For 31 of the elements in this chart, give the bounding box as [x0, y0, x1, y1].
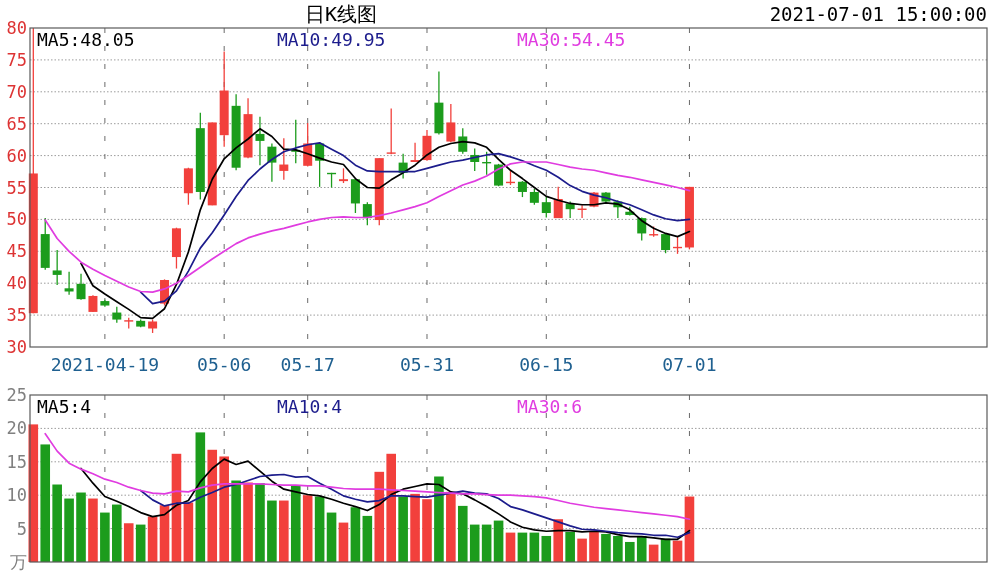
y-tick-label: 40	[6, 273, 27, 294]
legend-label: MA10:49.95	[277, 28, 386, 50]
x-tick-label: 2021-04-19	[50, 353, 160, 375]
y-tick-label: 50	[6, 209, 27, 230]
y-tick-label: 30	[6, 337, 27, 357]
y-tick-label: 80	[6, 18, 27, 38]
y-tick-label: 10	[6, 485, 27, 506]
y-tick-label: 55	[6, 177, 27, 198]
y-tick-label: 65	[6, 113, 27, 134]
annotation: 2021-07-01 15:00:00	[769, 3, 987, 25]
title: 日K线图	[305, 2, 378, 26]
x-tick-label: 06-15	[519, 353, 574, 375]
x-tick-label: 07-01	[662, 353, 717, 375]
x-tick-label: 05-31	[399, 353, 455, 375]
legend-label: MA5:48.05	[37, 28, 135, 50]
legend-label: MA10:4	[277, 395, 343, 417]
x-tick-label: 05-17	[280, 353, 335, 375]
y-tick-label: 25	[6, 385, 27, 405]
y-tick-label: 5	[16, 518, 27, 539]
legend-label: MA30:54.45	[517, 28, 626, 50]
legend-label: MA30:6	[517, 395, 583, 417]
y-tick-label: 45	[6, 241, 27, 262]
x-tick-label: 05-06	[197, 353, 252, 375]
y-tick-label: 75	[6, 49, 27, 70]
y-tick-label: 35	[6, 305, 27, 326]
legend-label: MA5:4	[37, 395, 92, 417]
y-tick-label: 15	[6, 451, 27, 472]
y-tick-label: 20	[6, 418, 27, 439]
y-tick-label: 万	[10, 552, 27, 572]
y-tick-label: 70	[6, 81, 27, 102]
y-tick-label: 60	[6, 145, 27, 166]
